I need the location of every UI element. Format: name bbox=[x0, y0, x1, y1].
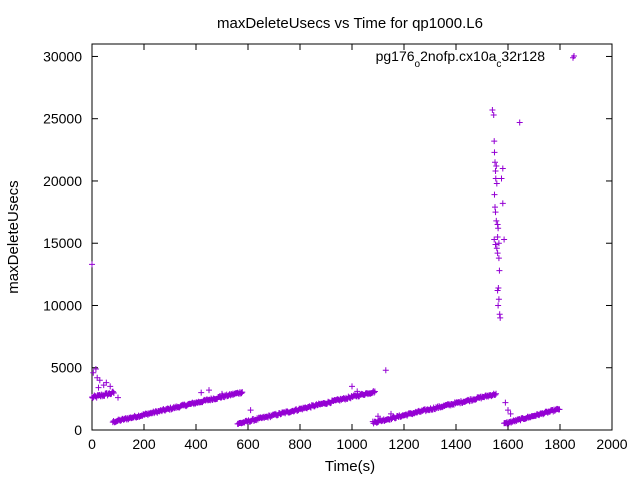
data-point bbox=[492, 175, 499, 182]
data-point bbox=[507, 410, 514, 417]
x-tick-label: 1600 bbox=[492, 436, 523, 452]
data-point bbox=[95, 384, 102, 391]
data-point bbox=[90, 369, 97, 376]
data-point bbox=[110, 388, 117, 395]
data-point bbox=[198, 389, 205, 396]
x-tick-label: 2000 bbox=[596, 436, 627, 452]
data-point bbox=[375, 413, 381, 420]
data-point bbox=[493, 390, 500, 397]
data-point bbox=[501, 236, 508, 243]
data-point bbox=[89, 261, 95, 268]
y-tick-labels: 0 5000 10000 15000 20000 25000 30000 bbox=[43, 48, 82, 438]
data-point bbox=[505, 407, 511, 414]
data-point bbox=[107, 383, 114, 390]
data-point bbox=[498, 175, 505, 182]
data-point bbox=[238, 389, 245, 396]
y-axis-label: maxDeleteUsecs bbox=[5, 180, 22, 293]
legend-series-label: pg176o2nofp.cx10ac32r128 bbox=[376, 48, 546, 70]
data-point bbox=[491, 149, 498, 156]
legend-marker-symbol bbox=[571, 53, 577, 59]
data-point bbox=[495, 225, 502, 232]
data-point bbox=[493, 217, 500, 224]
x-tick-label: 1200 bbox=[388, 436, 419, 452]
data-point bbox=[349, 383, 355, 390]
data-point bbox=[382, 367, 389, 374]
data-point bbox=[494, 250, 501, 257]
y-tick-label: 10000 bbox=[43, 297, 82, 313]
data-point bbox=[492, 159, 498, 166]
data-point bbox=[495, 255, 502, 262]
data-point bbox=[494, 234, 501, 240]
x-tick-label: 0 bbox=[88, 436, 96, 452]
legend-marker bbox=[571, 53, 577, 59]
y-tick-label: 0 bbox=[74, 422, 82, 438]
data-point bbox=[491, 191, 498, 198]
x-tick-label: 1000 bbox=[336, 436, 367, 452]
x-tick-label: 200 bbox=[132, 436, 156, 452]
x-tick-labels: 0 200 400 600 800 1000 1200 1400 1600 1800 2000 bbox=[88, 436, 628, 452]
data-point bbox=[495, 240, 502, 247]
y-tick-label: 5000 bbox=[51, 360, 82, 376]
data-point bbox=[493, 180, 500, 187]
data-point bbox=[354, 388, 361, 395]
legend: pg176o2nofp.cx10ac32r128 bbox=[376, 48, 577, 70]
x-axis-label: Time(s) bbox=[325, 458, 375, 475]
data-point bbox=[499, 165, 506, 172]
x-tick-label: 800 bbox=[288, 436, 312, 452]
y-tick-label: 25000 bbox=[43, 111, 82, 127]
data-point bbox=[492, 168, 499, 175]
x-tick-label: 600 bbox=[236, 436, 260, 452]
data-point bbox=[496, 311, 503, 318]
data-point bbox=[491, 138, 498, 145]
x-tick-label: 1400 bbox=[440, 436, 471, 452]
data-point bbox=[497, 314, 504, 321]
data-point bbox=[493, 245, 500, 252]
series-points bbox=[89, 54, 576, 427]
chart-title: maxDeleteUsecs vs Time for qp1000.L6 bbox=[217, 15, 483, 32]
data-point bbox=[371, 389, 378, 396]
data-point bbox=[489, 106, 496, 113]
data-point bbox=[219, 390, 225, 397]
data-point bbox=[490, 111, 497, 118]
data-point bbox=[493, 163, 500, 170]
data-point bbox=[247, 407, 254, 414]
data-point bbox=[499, 200, 506, 207]
x-tick-label: 400 bbox=[184, 436, 208, 452]
data-point bbox=[492, 209, 499, 216]
data-point bbox=[115, 394, 121, 401]
data-point bbox=[491, 236, 498, 243]
data-point bbox=[502, 399, 509, 406]
data-point bbox=[103, 379, 110, 386]
data-point bbox=[367, 390, 374, 397]
y-tick-label: 15000 bbox=[43, 235, 82, 251]
y-tick-label: 30000 bbox=[43, 48, 82, 64]
x-tick-label: 1800 bbox=[544, 436, 575, 452]
data-point bbox=[371, 388, 378, 395]
data-point bbox=[388, 410, 394, 417]
data-point bbox=[556, 406, 563, 413]
y-tick-label: 20000 bbox=[43, 173, 82, 189]
data-point bbox=[495, 296, 502, 303]
data-point bbox=[492, 391, 499, 398]
data-point bbox=[494, 221, 501, 228]
data-point bbox=[110, 389, 117, 396]
data-point bbox=[206, 387, 212, 394]
data-point bbox=[516, 119, 523, 126]
axis-ticks bbox=[91, 44, 613, 431]
data-point bbox=[496, 267, 503, 274]
data-point bbox=[92, 365, 99, 372]
data-point bbox=[492, 204, 498, 211]
data-point bbox=[494, 287, 501, 294]
data-point bbox=[96, 377, 103, 384]
data-point bbox=[492, 241, 499, 248]
data-point bbox=[495, 302, 502, 309]
